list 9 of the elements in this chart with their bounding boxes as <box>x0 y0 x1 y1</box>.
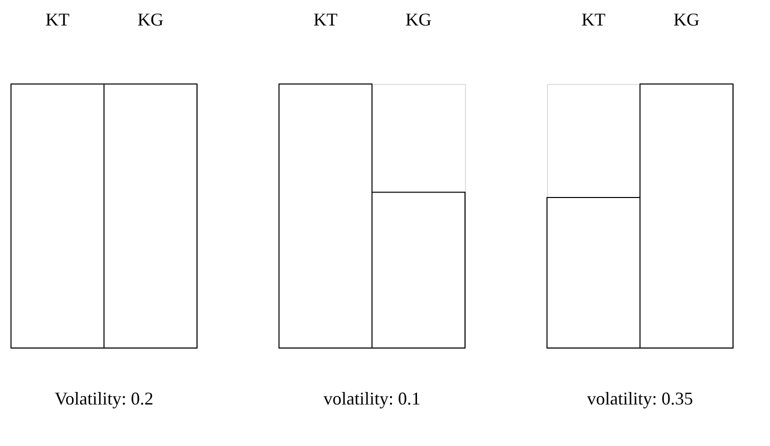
text: Volatility: 0.2 <box>54 388 154 408</box>
x-tick-label: KG <box>138 10 164 30</box>
x-tick-label: KT <box>46 10 70 30</box>
x-tick-label: KG <box>406 10 432 30</box>
x-tick-label: KT <box>582 10 606 30</box>
text: volatility: 0.1 <box>324 388 420 408</box>
text: volatility: 0.35 <box>587 388 693 408</box>
x-tick-label: KT <box>314 10 338 30</box>
x-tick-label: KG <box>674 10 700 30</box>
